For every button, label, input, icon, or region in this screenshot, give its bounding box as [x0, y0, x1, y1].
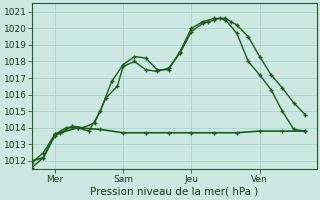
- X-axis label: Pression niveau de la mer( hPa ): Pression niveau de la mer( hPa ): [90, 187, 259, 197]
